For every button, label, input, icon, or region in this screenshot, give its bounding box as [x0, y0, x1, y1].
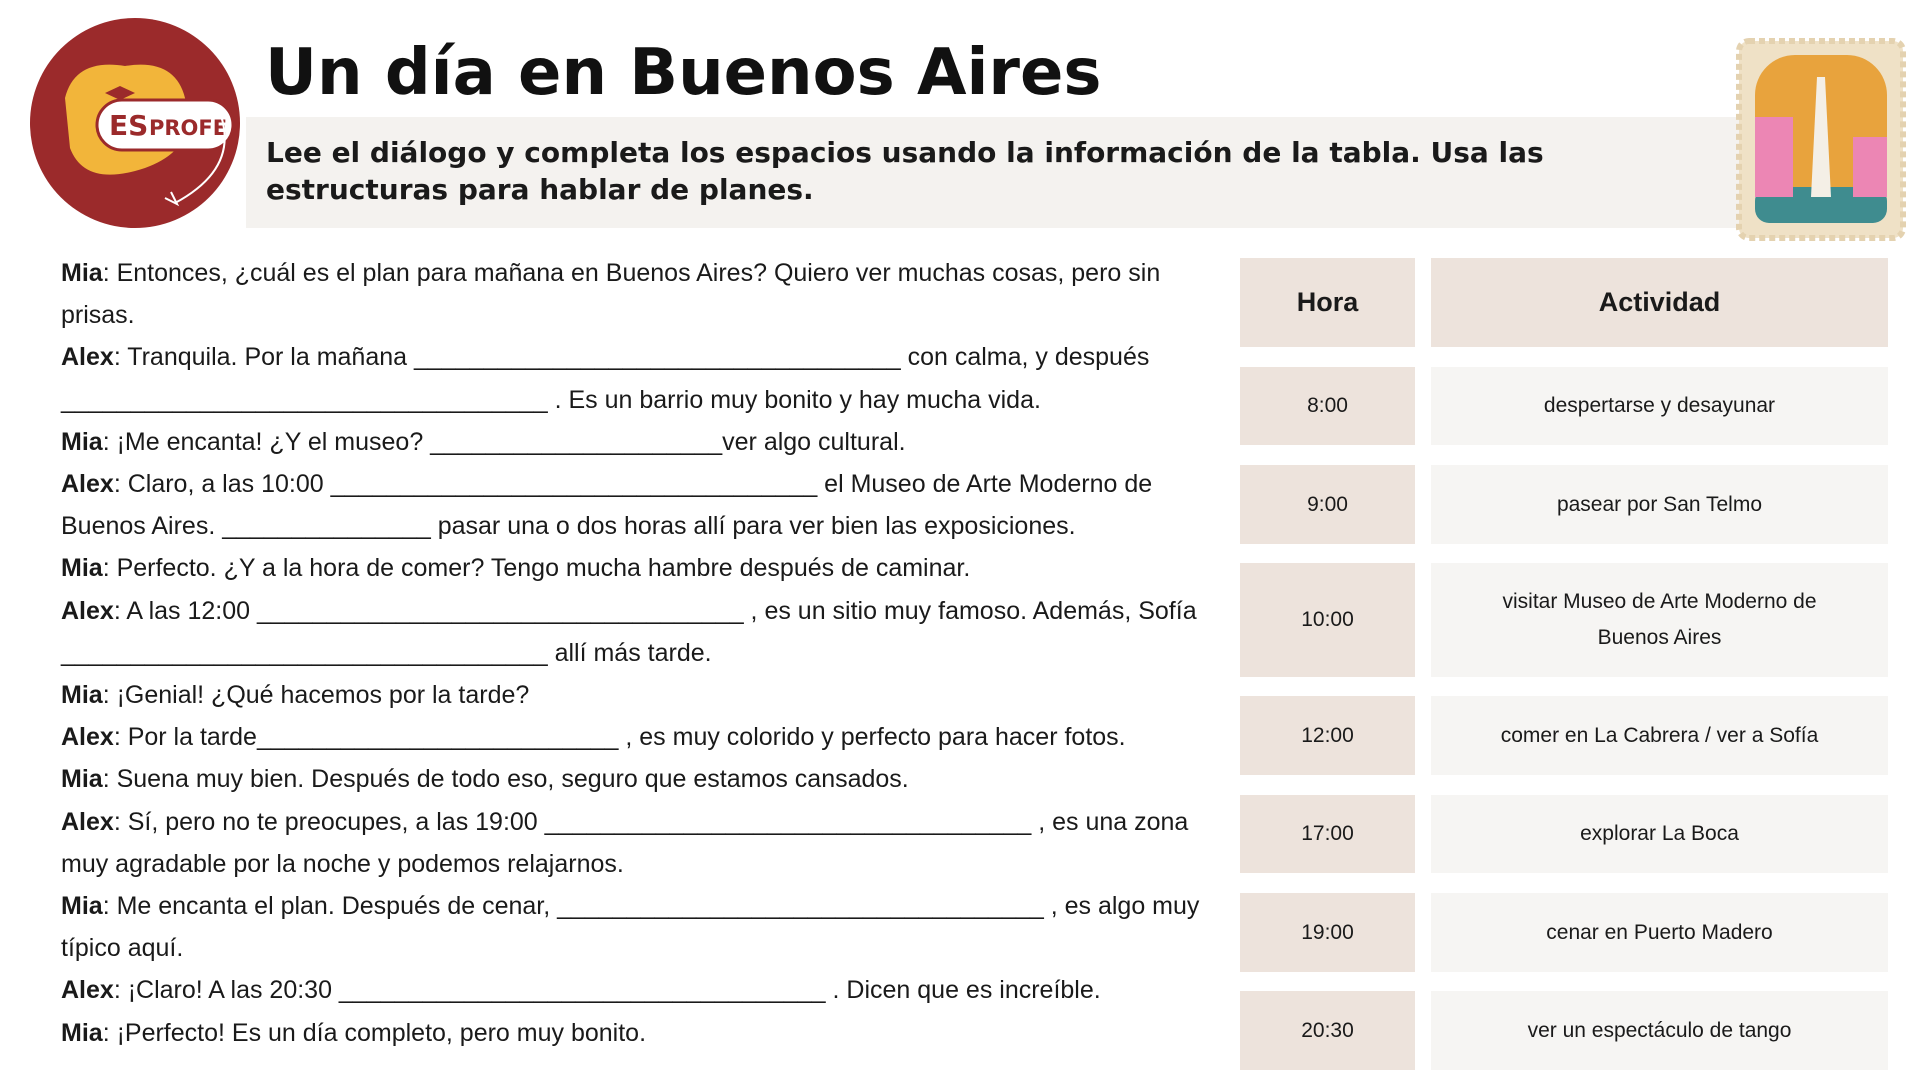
speaker: Mia	[61, 765, 103, 794]
table-header: Actividad	[1431, 258, 1888, 347]
activity-cell: explorar La Boca	[1431, 795, 1888, 873]
speaker: Alex	[61, 596, 114, 625]
logo-profe: PROFE	[149, 116, 227, 140]
activity-cell: cenar en Puerto Madero	[1431, 893, 1888, 972]
dialogue-line: Alex: A las 12:00 ______________________…	[61, 590, 1201, 674]
time-cell: 12:00	[1240, 696, 1415, 775]
speaker: Mia	[61, 681, 103, 710]
activity-cell: visitar Museo de Arte Moderno de Buenos …	[1431, 563, 1888, 677]
line-text: : Sí, pero no te preocupes, a las 19:00 …	[61, 807, 1189, 878]
dialogue-line: Mia: ¡Me encanta! ¿Y el museo? _________…	[61, 421, 1201, 463]
speaker: Alex	[61, 470, 114, 499]
dialogue-line: Mia: Suena muy bien. Después de todo eso…	[61, 758, 1201, 800]
speaker: Mia	[61, 1018, 103, 1047]
line-text: : Me encanta el plan. Después de cenar, …	[61, 892, 1200, 963]
time-cell: 20:30	[1240, 991, 1415, 1070]
stamp-illustration	[1736, 38, 1906, 241]
activity-cell: pasear por San Telmo	[1431, 465, 1888, 544]
instruction-band	[246, 117, 1746, 228]
time-cell: 9:00	[1240, 465, 1415, 544]
dialogue-line: Alex: Claro, a las 10:00 _______________…	[61, 463, 1201, 547]
line-text: : ¡Claro! A las 20:30 __________________…	[113, 976, 1101, 1005]
line-text: : Claro, a las 10:00 ___________________…	[61, 470, 1153, 541]
activity-cell: despertarse y desayunar	[1431, 367, 1888, 445]
time-cell: 8:00	[1240, 367, 1415, 445]
line-text: : Entonces, ¿cuál es el plan para mañana…	[61, 259, 1161, 330]
line-text: : Suena muy bien. Después de todo eso, s…	[102, 765, 909, 794]
logo-es: ES	[109, 109, 148, 142]
speaker: Alex	[61, 807, 114, 836]
dialogue-line: Mia: Entonces, ¿cuál es el plan para mañ…	[61, 252, 1201, 336]
logo: ES PROFE	[30, 18, 240, 228]
dialogue-line: Alex: Por la tarde______________________…	[61, 716, 1201, 758]
dialogue-line: Alex: ¡Claro! A las 20:30 ______________…	[61, 969, 1201, 1011]
line-text: : ¡Genial! ¿Qué hacemos por la tarde?	[102, 681, 530, 710]
time-cell: 19:00	[1240, 893, 1415, 972]
dialogue-line: Alex: Sí, pero no te preocupes, a las 19…	[61, 801, 1201, 885]
speaker: Mia	[61, 892, 103, 921]
line-text: : Tranquila. Por la mañana _____________…	[61, 343, 1150, 414]
dialogue-line: Alex: Tranquila. Por la mañana _________…	[61, 336, 1201, 420]
instructions: Lee el diálogo y completa los espacios u…	[266, 136, 1544, 206]
speaker: Mia	[61, 259, 103, 287]
title: Un día en Buenos Aires	[265, 36, 1102, 110]
dialogue-line: Mia: ¡Genial! ¿Qué hacemos por la tarde?	[61, 674, 1201, 716]
dialogue-line: Mia: Me encanta el plan. Después de cena…	[61, 885, 1201, 969]
table-header: Hora	[1240, 258, 1415, 347]
line-text: : ¡Perfecto! Es un día completo, pero mu…	[102, 1018, 647, 1047]
line-text: : A las 12:00 __________________________…	[61, 596, 1197, 667]
time-cell: 17:00	[1240, 795, 1415, 873]
speaker: Mia	[61, 554, 103, 583]
dialogue: Mia: Entonces, ¿cuál es el plan para mañ…	[61, 252, 1201, 1054]
line-text: : Por la tarde__________________________…	[113, 723, 1126, 752]
activity-cell: ver un espectáculo de tango	[1431, 991, 1888, 1070]
time-cell: 10:00	[1240, 563, 1415, 677]
activity-cell: comer en La Cabrera / ver a Sofía	[1431, 696, 1888, 775]
line-text: : ¡Me encanta! ¿Y el museo? ____________…	[102, 427, 906, 456]
dialogue-line: Mia: ¡Perfecto! Es un día completo, pero…	[61, 1012, 1201, 1054]
dialogue-line: Mia: Perfecto. ¿Y a la hora de comer? Te…	[61, 547, 1201, 589]
speaker: Mia	[61, 427, 103, 456]
speaker: Alex	[61, 723, 114, 752]
speaker: Alex	[61, 976, 114, 1005]
speaker: Alex	[61, 343, 114, 372]
line-text: : Perfecto. ¿Y a la hora de comer? Tengo…	[102, 554, 971, 583]
